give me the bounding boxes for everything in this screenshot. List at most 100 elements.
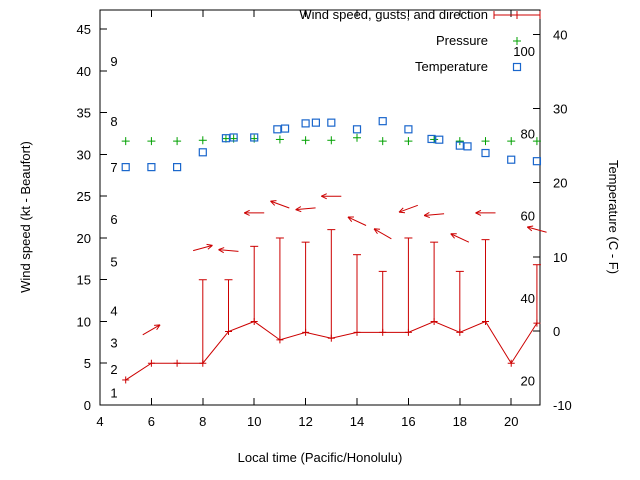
legend-label: Temperature	[415, 59, 488, 74]
wind-direction-arrowhead	[398, 211, 406, 214]
x-tick-label: 16	[401, 414, 415, 429]
wind-direction-arrowhead	[207, 245, 213, 250]
fahrenheit-label: 60	[521, 209, 535, 224]
x-tick-label: 8	[199, 414, 206, 429]
temperature-point	[280, 124, 290, 133]
x-axis-title: Local time (Pacific/Honolulu)	[238, 450, 403, 465]
wind-direction-arrowhead	[156, 324, 161, 331]
wind-direction-arrowhead	[526, 226, 533, 232]
x-tick-label: 12	[298, 414, 312, 429]
wind-direction-arrowhead	[295, 209, 302, 213]
temperature-point	[463, 142, 472, 151]
temperature-point	[250, 133, 259, 142]
wind-direction-arrow	[373, 228, 392, 240]
y-right-tick-label: 0	[553, 324, 560, 339]
temperature-point	[221, 134, 231, 143]
x-tick-label: 6	[148, 414, 155, 429]
temperature-point	[532, 157, 542, 166]
wind-direction-arrowhead	[527, 225, 534, 228]
y-right-tick-label: 30	[553, 102, 567, 117]
wind-direction-arrowhead	[270, 200, 276, 206]
beaufort-label: 6	[110, 212, 117, 227]
beaufort-label: 1	[110, 385, 117, 400]
wind-direction-arrowhead	[321, 193, 327, 197]
wind-direction-arrowhead	[270, 200, 277, 202]
wind-direction-arrowhead	[423, 212, 430, 216]
temperature-point	[327, 118, 336, 127]
temperature-point	[311, 118, 320, 127]
y-left-tick-label: 0	[84, 398, 91, 413]
fahrenheit-label: 100	[513, 44, 535, 59]
y-left-tick-label: 25	[77, 189, 91, 204]
wind-direction-arrow	[424, 213, 445, 216]
wind-direction-arrowhead	[243, 209, 250, 214]
wind-direction-arrow	[527, 226, 547, 233]
wind-direction-arrow	[193, 244, 213, 252]
wind-direction-arrowhead	[154, 324, 161, 326]
y-left-tick-label: 35	[77, 106, 91, 121]
temperature-point	[435, 135, 444, 144]
temperature-point	[427, 134, 436, 144]
wind-direction-arrowhead	[321, 195, 327, 200]
fahrenheit-label: 20	[521, 373, 535, 388]
x-tick-label: 20	[504, 414, 518, 429]
wind-direction-arrowhead	[475, 212, 482, 216]
y-right-tick-label: 20	[553, 176, 567, 191]
wind-direction-arrowhead	[243, 212, 250, 216]
temperature-point	[481, 148, 490, 158]
plot-area: 4 6 8 10 12 14 16 18 20051015202530354045-100102…	[77, 7, 572, 429]
x-tick-label: 14	[350, 414, 364, 429]
temperature-point	[455, 141, 464, 150]
wind-direction-arrowhead	[347, 216, 353, 222]
y-right-tick-label: -10	[553, 398, 572, 413]
temperature-point	[173, 163, 182, 172]
wind-direction-arrowhead	[206, 243, 213, 246]
wind-direction-arrow	[218, 249, 239, 252]
temperature-point	[378, 117, 387, 126]
wind-direction-arrowhead	[423, 215, 430, 219]
temperature-point	[352, 125, 362, 134]
wind-direction-arrow	[142, 324, 161, 336]
wind-direction-arrowhead	[218, 249, 224, 254]
temperature-point	[507, 155, 516, 164]
wind-direction-arrowhead	[398, 207, 404, 213]
left-axis-title: Wind speed (kt - Beaufort)	[18, 141, 33, 293]
x-tick-label: 18	[453, 414, 467, 429]
x-tick-label: 10	[247, 414, 261, 429]
wind-direction-arrow	[398, 204, 418, 213]
wind-direction-arrowhead	[374, 228, 381, 230]
wind-direction-arrow	[270, 200, 290, 209]
right-axis-title: Temperature (C - F)	[606, 160, 621, 274]
fahrenheit-label: 80	[521, 126, 535, 141]
temperature-point	[147, 163, 156, 172]
wind-direction-arrowhead	[295, 206, 302, 211]
beaufort-label: 2	[110, 362, 117, 377]
beaufort-label: 8	[110, 114, 117, 129]
temperature-point	[121, 163, 130, 172]
beaufort-label: 9	[110, 54, 117, 69]
wind-direction-arrowhead	[373, 228, 378, 235]
x-tick-label: 4	[96, 414, 103, 429]
wind-direction-arrowhead	[450, 233, 455, 239]
temperature-point	[273, 125, 282, 134]
beaufort-label: 3	[110, 335, 117, 350]
temperature-point	[301, 119, 310, 128]
wind-direction-arrow	[295, 207, 316, 211]
y-left-tick-label: 20	[77, 231, 91, 246]
wind-direction-arrow	[450, 233, 470, 243]
temperature-point	[198, 148, 207, 157]
y-left-tick-label: 15	[77, 273, 91, 288]
fahrenheit-label: 40	[521, 291, 535, 306]
y-left-tick-label: 5	[84, 356, 91, 371]
legend-temperature-marker	[512, 62, 522, 72]
beaufort-label: 5	[110, 254, 117, 269]
beaufort-label: 4	[110, 304, 117, 319]
y-left-tick-label: 40	[77, 64, 91, 79]
y-right-tick-label: 10	[553, 250, 567, 265]
y-left-tick-label: 45	[77, 22, 91, 37]
y-left-tick-label: 30	[77, 147, 91, 162]
beaufort-label: 7	[110, 160, 117, 175]
temperature-point	[229, 133, 238, 142]
